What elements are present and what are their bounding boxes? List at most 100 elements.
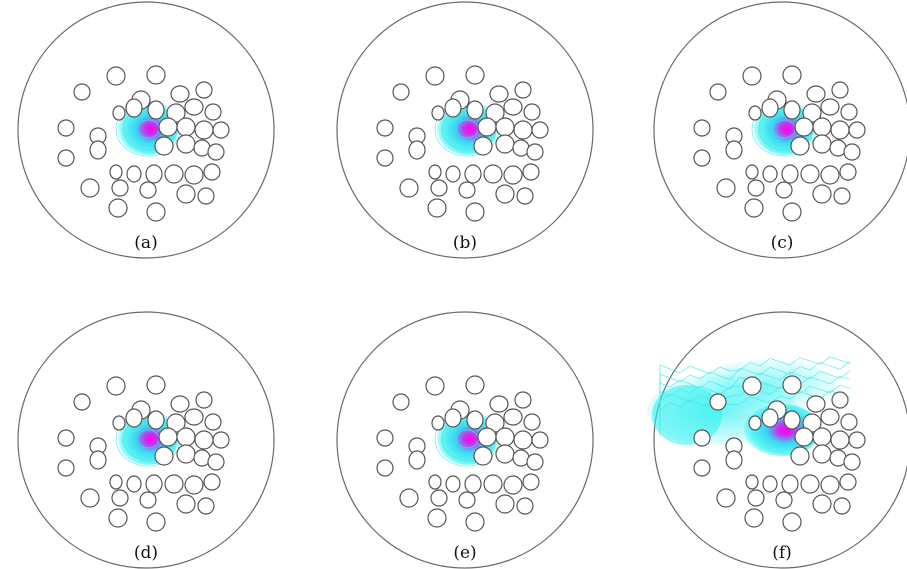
air-hole [466, 100, 484, 120]
air-hole [184, 98, 204, 116]
air-hole [748, 105, 762, 121]
air-hole [848, 121, 866, 139]
air-hole [806, 85, 826, 103]
air-hole [514, 81, 532, 99]
air-hole [516, 497, 534, 515]
air-hole [158, 117, 178, 137]
air-hole [164, 474, 184, 494]
air-hole [790, 136, 810, 156]
air-hole [840, 103, 858, 121]
air-hole [781, 164, 799, 184]
air-hole [106, 66, 126, 86]
air-hole [790, 446, 810, 466]
air-hole [428, 474, 442, 490]
air-hole [839, 473, 857, 491]
air-hole [430, 179, 448, 197]
air-hole [126, 165, 142, 183]
air-hole [716, 488, 736, 508]
air-hole [57, 429, 75, 447]
air-hole [782, 202, 802, 222]
air-hole [495, 494, 515, 514]
air-hole [812, 134, 832, 154]
air-hole [139, 181, 157, 199]
air-hole [806, 395, 826, 413]
air-hole [820, 98, 840, 116]
air-hole [376, 459, 394, 477]
air-holes [376, 65, 549, 222]
air-hole [783, 100, 801, 120]
air-hole [427, 508, 447, 528]
air-holes [376, 375, 549, 532]
air-hole [444, 98, 462, 118]
air-hole [204, 103, 222, 121]
air-hole [503, 408, 523, 426]
air-hole [376, 149, 394, 167]
air-hole [392, 83, 410, 101]
air-hole [184, 165, 204, 185]
air-hole [843, 453, 861, 471]
air-hole [473, 446, 493, 466]
air-hole [782, 512, 802, 532]
air-holes [693, 375, 866, 532]
air-hole [516, 187, 534, 205]
panel-c: (c) [653, 1, 907, 259]
air-hole [833, 497, 851, 515]
air-hole [483, 474, 503, 494]
air-hole [125, 98, 143, 118]
air-hole [425, 376, 445, 396]
air-hole [495, 134, 515, 154]
air-hole [139, 491, 157, 509]
air-hole [744, 508, 764, 528]
air-hole [57, 119, 75, 137]
air-hole [207, 143, 225, 161]
air-hole [820, 475, 840, 495]
air-hole [781, 474, 799, 494]
air-hole [203, 473, 221, 491]
air-hole [399, 488, 419, 508]
air-hole [89, 140, 107, 160]
air-hole [833, 187, 851, 205]
air-hole [848, 431, 866, 449]
air-hole [526, 453, 544, 471]
panel-f: (f) [647, 311, 907, 569]
air-hole [147, 410, 165, 430]
air-hole [207, 453, 225, 471]
air-hole [203, 163, 221, 181]
air-hole [194, 120, 214, 140]
air-hole [800, 474, 820, 494]
air-hole [709, 83, 727, 101]
air-hole [146, 375, 166, 395]
air-hole [489, 395, 509, 413]
air-holes [693, 65, 866, 222]
air-hole [465, 65, 485, 85]
air-hole [176, 444, 196, 464]
air-hole [466, 410, 484, 430]
air-hole [158, 427, 178, 447]
air-hole [376, 429, 394, 447]
air-hole [742, 376, 762, 396]
air-hole [465, 512, 485, 532]
air-hole [184, 475, 204, 495]
air-hole [108, 198, 128, 218]
air-hole [812, 184, 832, 204]
air-hole [445, 475, 461, 493]
air-hole [212, 431, 230, 449]
air-hole [503, 165, 523, 185]
air-hole [106, 376, 126, 396]
air-hole [483, 164, 503, 184]
air-hole [73, 393, 91, 411]
air-hole [428, 164, 442, 180]
panels-layer: (a) (b) (c) (d) (e) (f) [17, 1, 907, 569]
air-hole [197, 497, 215, 515]
panel-a: (a) [17, 1, 275, 259]
air-hole [831, 391, 849, 409]
panel-b: (b) [336, 1, 594, 259]
air-hole [408, 140, 426, 160]
air-hole [693, 459, 711, 477]
air-hole [747, 179, 765, 197]
air-hole [80, 488, 100, 508]
air-hole [111, 179, 129, 197]
air-hole [170, 395, 190, 413]
air-hole [146, 512, 166, 532]
